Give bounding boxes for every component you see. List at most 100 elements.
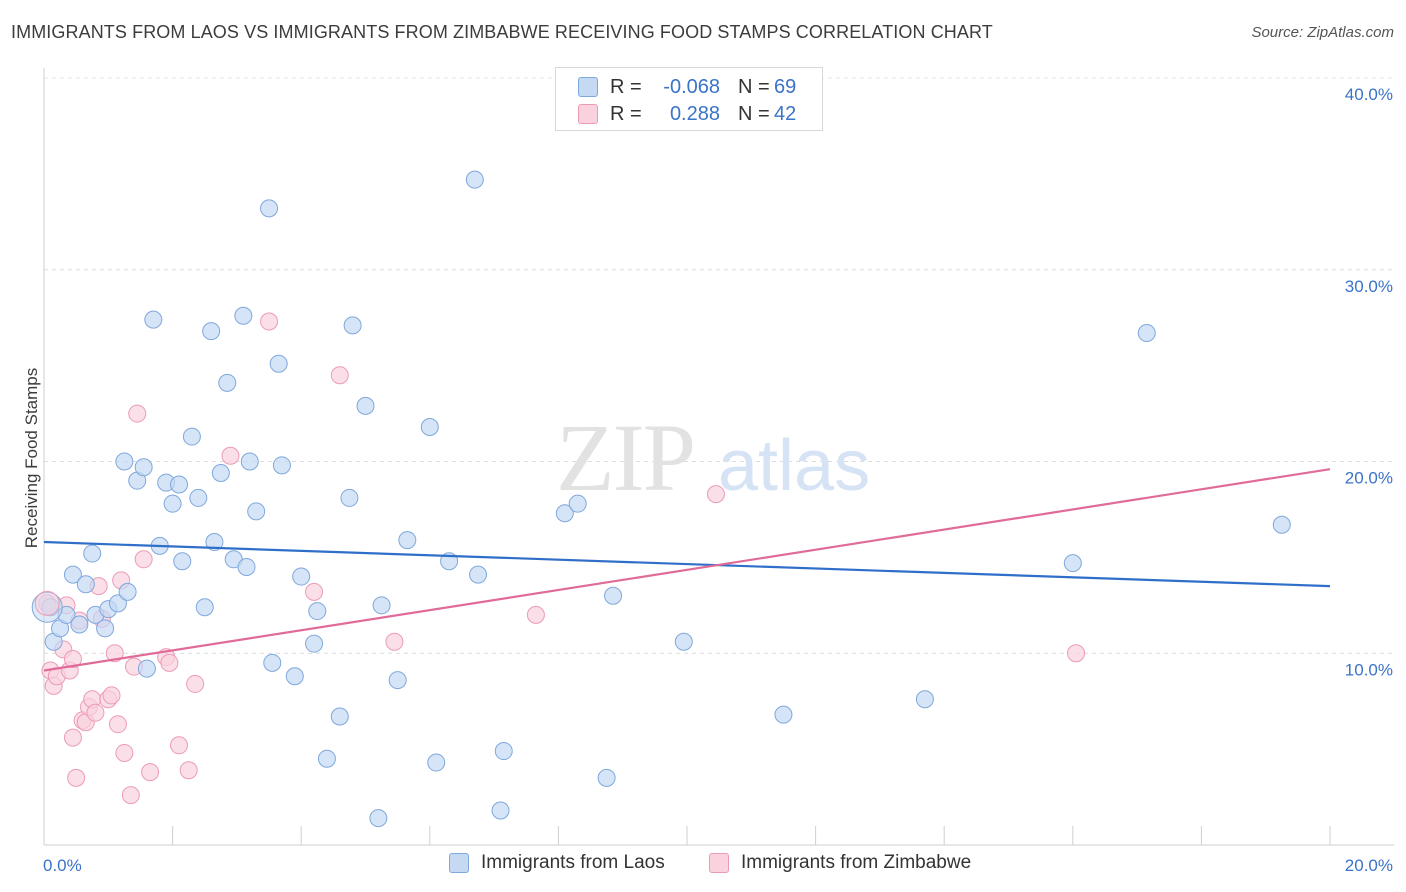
laos-point: [269, 354, 288, 373]
laos-point: [96, 619, 115, 638]
laos-point: [118, 582, 137, 601]
x-tick-label-max: 20.0%: [1345, 856, 1393, 875]
laos-point: [260, 199, 279, 218]
zimbabwe-point: [121, 786, 140, 805]
laos-point: [163, 494, 182, 513]
laos-point: [205, 533, 224, 552]
laos-point: [369, 809, 388, 828]
zimbabwe-point: [170, 736, 189, 755]
laos-point: [597, 768, 616, 787]
points: [31, 170, 1291, 828]
laos-point: [604, 586, 623, 605]
laos-point: [774, 705, 793, 724]
laos-point: [170, 475, 189, 494]
watermark-zip: ZIP: [556, 404, 694, 511]
r-label: R =: [610, 75, 642, 98]
n-label: N =: [738, 75, 770, 98]
laos-point: [189, 488, 208, 507]
laos-point: [308, 602, 327, 621]
watermark-atlas: atlas: [718, 426, 870, 506]
zimbabwe-point: [67, 768, 86, 787]
zimbabwe-point: [108, 715, 127, 734]
laos-point: [427, 753, 446, 772]
zimbabwe-swatch: [578, 104, 598, 124]
zimbabwe-point: [63, 728, 82, 747]
laos-point: [211, 464, 230, 483]
laos-point: [356, 396, 375, 415]
laos-point: [388, 671, 407, 690]
laos-point: [63, 565, 82, 584]
zimbabwe-point: [706, 485, 725, 504]
zimbabwe-point: [128, 404, 147, 423]
laos-legend-swatch: [449, 853, 469, 873]
laos-point: [343, 316, 362, 335]
laos-point: [305, 634, 324, 653]
y-tick-label: 10.0%: [1345, 660, 1393, 679]
r-label: R =: [610, 102, 642, 125]
laos-point: [272, 456, 291, 475]
zimbabwe-point: [179, 761, 198, 780]
axes: [43, 68, 1394, 846]
laos-point: [237, 557, 256, 576]
zimbabwe-trend-line: [43, 468, 1331, 672]
legend-label-zimbabwe: Immigrants from Zimbabwe: [741, 852, 972, 873]
laos-point: [137, 659, 156, 678]
zimbabwe-point: [134, 550, 153, 569]
y-tick-label: 40.0%: [1345, 85, 1393, 104]
zimbabwe-point: [63, 650, 82, 669]
source-label: Source: ZipAtlas.com: [1251, 24, 1394, 41]
laos-point: [340, 488, 359, 507]
zimbabwe-point: [105, 644, 124, 663]
laos-trend-line: [43, 540, 1331, 588]
laos-point: [218, 373, 237, 392]
laos-point: [285, 667, 304, 686]
laos-point: [83, 544, 102, 563]
laos-point: [465, 170, 484, 189]
zimbabwe-point: [141, 763, 160, 782]
laos-point: [1063, 554, 1082, 573]
laos-point: [70, 615, 89, 634]
laos-point: [555, 504, 574, 523]
laos-point: [134, 458, 153, 477]
legend-item-zimbabwe[interactable]: Immigrants from Zimbabwe: [709, 852, 971, 874]
laos-point: [202, 322, 221, 341]
y-tick-label: 20.0%: [1345, 469, 1393, 488]
n-value: 69: [774, 75, 797, 98]
laos-point: [115, 452, 134, 471]
laos-point: [182, 427, 201, 446]
zimbabwe-point: [1067, 644, 1086, 663]
y-tick-label: 30.0%: [1345, 277, 1393, 296]
stats-legend: R = -0.068 N = 69 R = 0.288 N = 42: [555, 67, 823, 131]
series-legend: Immigrants from Laos Immigrants from Zim…: [0, 852, 1406, 878]
laos-point: [1137, 324, 1156, 343]
zimbabwe-point: [186, 674, 205, 693]
laos-point: [173, 552, 192, 571]
laos-point: [144, 310, 163, 329]
r-value: 0.288: [669, 102, 720, 125]
r-value: -0.068: [663, 75, 720, 98]
laos-point: [234, 306, 253, 325]
laos-point: [1272, 515, 1291, 534]
laos-point: [240, 452, 259, 471]
laos-point: [420, 417, 439, 436]
zimbabwe-point: [160, 653, 179, 672]
stats-row-zimbabwe: R = 0.288 N = 42: [578, 102, 796, 126]
zimbabwe-point: [385, 632, 404, 651]
zimbabwe-point-large: [34, 590, 60, 616]
laos-point: [317, 749, 336, 768]
legend-item-laos[interactable]: Immigrants from Laos: [449, 852, 665, 874]
laos-point: [398, 531, 417, 550]
laos-point: [674, 632, 693, 651]
laos-point: [568, 494, 587, 513]
laos-point: [195, 598, 214, 617]
n-value: 42: [774, 102, 797, 125]
n-label: N =: [738, 102, 770, 125]
zimbabwe-point: [260, 312, 279, 331]
legend-label-laos: Immigrants from Laos: [481, 852, 665, 873]
chart-title: IMMIGRANTS FROM LAOS VS IMMIGRANTS FROM …: [11, 22, 993, 42]
x-tick-label-min: 0.0%: [43, 856, 82, 875]
zimbabwe-point: [102, 686, 121, 705]
laos-point: [469, 565, 488, 584]
laos-point: [494, 742, 513, 761]
zimbabwe-point: [330, 366, 349, 385]
